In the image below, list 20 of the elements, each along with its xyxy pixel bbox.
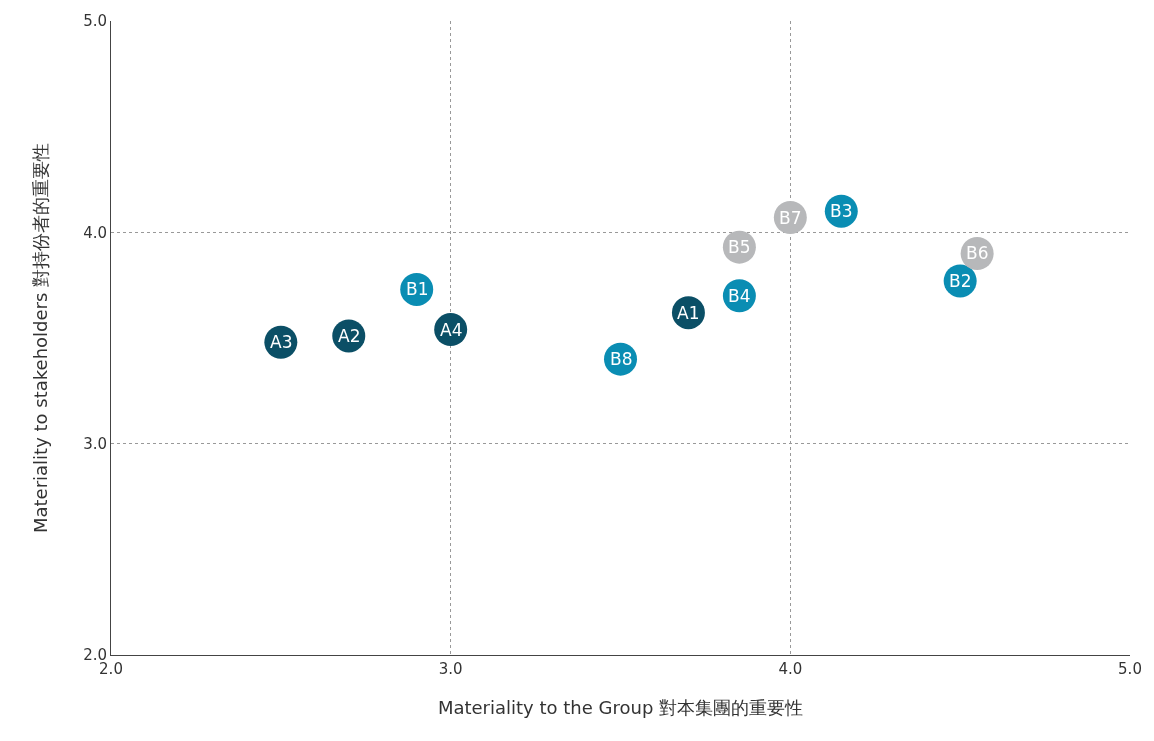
- annotation: B6: [966, 243, 989, 263]
- annotation: B1: [406, 279, 429, 299]
- annotation: B2: [949, 271, 972, 291]
- annotation: B5: [728, 237, 751, 257]
- annotation: A4: [440, 320, 463, 340]
- x-tick-label: 3.0: [438, 660, 463, 678]
- x-axis-title: Materiality to the Group 對本集團的重要性: [437, 697, 804, 719]
- y-tick-label: 4.0: [83, 223, 107, 242]
- annotation: A3: [270, 332, 293, 352]
- x-tick-label: 4.0: [778, 660, 803, 678]
- annotation: B3: [830, 201, 853, 221]
- x-tick-label: 5.0: [1118, 660, 1142, 678]
- y-tick-label: 3.0: [83, 434, 107, 453]
- y-axis-title: Materiality to stakeholders 對持份者的重要性: [30, 142, 52, 534]
- annotation: B4: [728, 286, 751, 306]
- annotation: A2: [338, 326, 361, 346]
- annotation: A1: [677, 303, 700, 323]
- annotation: B7: [779, 208, 802, 228]
- y-tick-label: 5.0: [83, 12, 107, 31]
- annotation: B8: [610, 349, 633, 369]
